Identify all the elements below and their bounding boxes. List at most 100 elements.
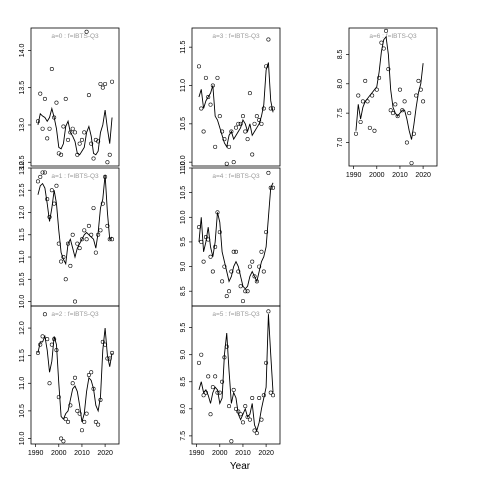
observed-point [38, 342, 43, 347]
y-tick-label: 12.5 [19, 183, 26, 197]
y-tick-label: 8.5 [180, 377, 187, 387]
observed-point [54, 183, 59, 188]
observed-point [365, 99, 370, 104]
x-tick-label: 2000 [369, 172, 385, 179]
observed-point [79, 428, 84, 433]
observed-point [206, 237, 211, 242]
panel-2: a=2 : f=IBTS-Q3 10.0 10.5 11.0 11.5 12.0 1990 2… [19, 305, 120, 457]
observed-point [35, 179, 40, 184]
x-tick-label: 2020 [415, 172, 431, 179]
observed-point [257, 264, 262, 269]
observed-point [84, 411, 89, 416]
fitted-line [37, 174, 113, 266]
observed-point [231, 249, 236, 254]
observed-point [421, 99, 426, 104]
observed-point [49, 188, 54, 193]
observed-point [196, 64, 201, 69]
observed-point [409, 161, 414, 166]
observed-point [236, 121, 241, 126]
observed-point [217, 390, 222, 395]
observed-point [374, 87, 379, 92]
observed-point [66, 241, 71, 246]
observed-point [105, 160, 110, 165]
observed-point [68, 403, 73, 408]
observed-point [236, 409, 241, 414]
observed-point [66, 137, 71, 142]
observed-point [400, 108, 405, 113]
y-tick-label: 11.0 [19, 250, 26, 263]
observed-point [227, 144, 232, 149]
observed-point [393, 102, 398, 107]
panel-label: a=4 : f=IBTS-Q3 [212, 173, 260, 180]
observed-point [259, 417, 264, 422]
observed-point [266, 170, 271, 175]
observed-point [213, 244, 218, 249]
panel-frame [191, 27, 281, 167]
observed-point [231, 387, 236, 392]
observed-point [105, 223, 110, 228]
observed-point [84, 237, 89, 242]
observed-point [250, 395, 255, 400]
panel-label: a=1 : f=IBTS-Q3 [51, 173, 99, 180]
observed-point [243, 129, 248, 134]
observed-point [229, 439, 234, 444]
panel-frame [30, 305, 120, 445]
observed-point [266, 309, 271, 314]
observed-point [231, 160, 236, 165]
observed-point [268, 185, 273, 190]
observed-point [52, 337, 57, 342]
y-tick-label: 7.5 [337, 108, 344, 118]
observed-point [107, 237, 112, 242]
observed-point [82, 419, 87, 424]
observed-point [254, 431, 259, 436]
x-tick-label: 1990 [28, 450, 44, 457]
observed-point [91, 156, 96, 161]
observed-point [208, 254, 213, 259]
observed-point [210, 83, 215, 88]
observed-point [110, 237, 115, 242]
observed-point [416, 78, 421, 83]
observed-point [234, 406, 239, 411]
panel-0: a=0 : f=IBTS-Q3 12.5 13.0 13.5 14.0 [19, 27, 120, 169]
y-tick-label: 11.5 [19, 228, 26, 241]
observed-point [89, 141, 94, 146]
observed-point [196, 360, 201, 365]
observed-point [66, 419, 71, 424]
observed-point [42, 96, 47, 101]
observed-point [217, 114, 222, 119]
observed-point [70, 381, 75, 386]
observed-point [377, 75, 382, 80]
x-axis-label: Year [230, 461, 251, 472]
observed-point [45, 136, 50, 141]
observed-point [268, 390, 273, 395]
observed-point [86, 223, 91, 228]
observed-point [100, 201, 105, 206]
observed-point [40, 170, 45, 175]
observed-point [38, 174, 43, 179]
observed-point [93, 419, 98, 424]
observed-point [245, 137, 250, 142]
observed-point [63, 96, 68, 101]
observed-point [381, 46, 386, 51]
observed-point [250, 259, 255, 264]
y-tick-label: 13.0 [19, 118, 26, 132]
observed-point [252, 274, 257, 279]
observed-point [224, 294, 229, 299]
observed-point [264, 230, 269, 235]
observed-point [210, 269, 215, 274]
observed-point [247, 417, 252, 422]
y-tick-label: 10.0 [180, 210, 187, 224]
fitted-line [37, 106, 113, 156]
observed-point [89, 370, 94, 375]
observed-point [73, 130, 78, 135]
panel-label: a=5 : f=IBTS-Q3 [212, 311, 260, 318]
y-tick-label: 7.5 [180, 431, 187, 441]
x-tick-label: 2000 [51, 450, 67, 457]
x-tick-label: 2010 [235, 450, 251, 457]
observed-point [206, 95, 211, 100]
observed-point [222, 264, 227, 269]
observed-point [222, 355, 227, 360]
observed-point [210, 385, 215, 390]
panel-frame [191, 305, 281, 445]
observed-point [103, 174, 108, 179]
